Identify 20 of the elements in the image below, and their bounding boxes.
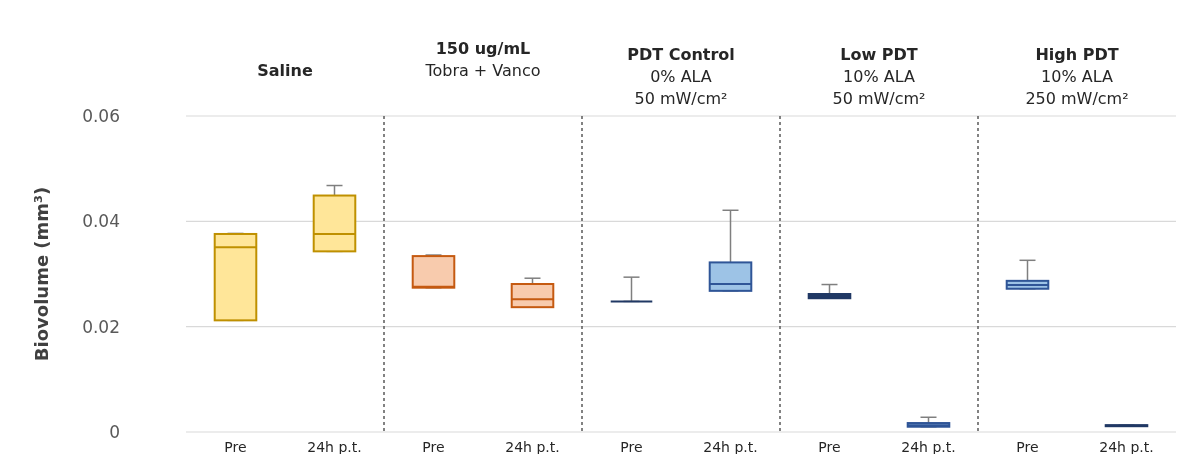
text: High PDT 10% ALA 250 mW/cm² <box>1025 45 1129 108</box>
y-tick-label: 0.04 <box>82 211 120 232</box>
text: Saline <box>257 61 313 80</box>
text: Low PDT 10% ALA 50 mW/cm² <box>832 45 926 108</box>
x-tick-label: 24h p.t. <box>505 439 560 454</box>
x-tick-label: Pre <box>1016 439 1039 454</box>
y-tick-label: 0.02 <box>82 316 120 337</box>
y-axis-title: Biovolume (mm³) <box>31 186 52 362</box>
text: PDT Control 0% ALA 50 mW/cm² <box>627 45 735 108</box>
y-tick-label: 0 <box>109 421 120 442</box>
x-tick-label: 24h p.t. <box>901 439 956 454</box>
text: 150 ug/mL Tobra + Vanco <box>424 39 541 80</box>
x-tick-label: 24h p.t. <box>1099 439 1154 454</box>
x-tick-label: Pre <box>620 439 643 454</box>
x-tick-label: Pre <box>224 439 247 454</box>
x-tick-label: 24h p.t. <box>703 439 758 454</box>
x-tick-label: Pre <box>422 439 445 454</box>
x-tick-label: 24h p.t. <box>307 439 362 454</box>
y-tick-label: 0.06 <box>82 105 120 126</box>
x-tick-label: Pre <box>818 439 841 454</box>
